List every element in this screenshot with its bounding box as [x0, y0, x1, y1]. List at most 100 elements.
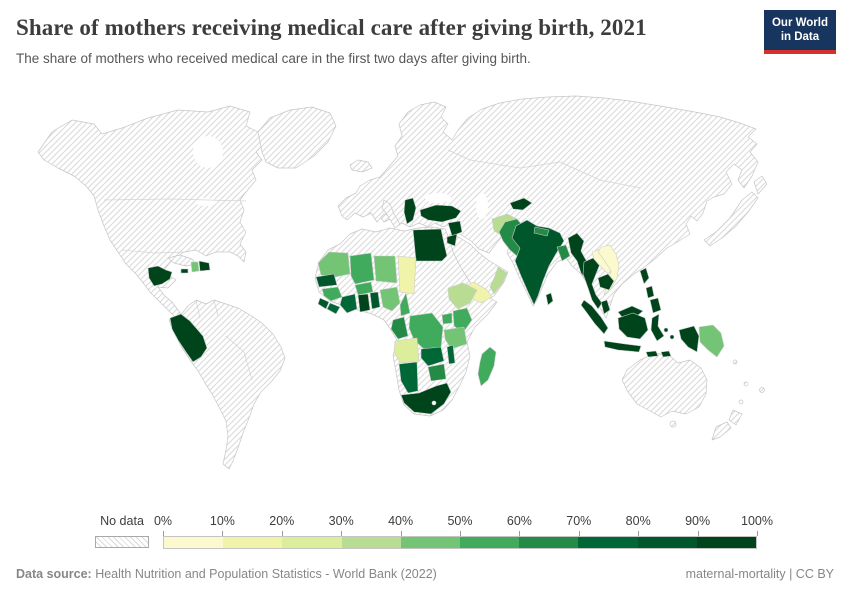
landmass-new-zealand-north	[728, 409, 743, 426]
country-cambodia[interactable]	[597, 273, 615, 291]
country-liberia[interactable]	[326, 302, 341, 315]
country-namibia[interactable]	[398, 361, 419, 394]
country-papua-new-guinea[interactable]	[698, 324, 725, 358]
country-south-africa[interactable]	[400, 382, 452, 415]
landmass-australia	[621, 352, 708, 418]
country-niger[interactable]	[373, 255, 398, 284]
country-malawi[interactable]	[446, 344, 456, 365]
data-source-label: Data source:	[16, 567, 92, 581]
country-kenya[interactable]	[452, 307, 473, 334]
country-jordan[interactable]	[446, 233, 458, 247]
legend-tick-mark	[163, 531, 164, 536]
country-philippines[interactable]	[645, 285, 655, 299]
great-lakes	[195, 198, 217, 206]
footer-license-link[interactable]: maternal-mortality | CC BY	[685, 567, 834, 581]
legend-tick-mark	[281, 531, 283, 536]
country-angola[interactable]	[393, 337, 420, 364]
country-indonesia[interactable]	[580, 299, 609, 335]
legend-tick-label: 70%	[566, 514, 592, 528]
country-jamaica[interactable]	[180, 268, 189, 274]
country-ethiopia[interactable]	[447, 282, 478, 310]
country-ghana[interactable]	[357, 293, 371, 313]
country-lesotho-hole	[431, 400, 437, 406]
country-peru[interactable]	[169, 313, 208, 363]
country-guatemala-honduras[interactable]	[147, 265, 173, 287]
legend-tick-mark	[460, 531, 461, 536]
legend-tick-label: 20%	[269, 514, 295, 528]
country-tanzania[interactable]	[443, 326, 468, 350]
legend-bin-20-30[interactable]	[282, 537, 342, 548]
country-indonesia[interactable]	[663, 327, 669, 333]
country-indonesia[interactable]	[645, 350, 659, 358]
country-bangladesh[interactable]	[556, 244, 571, 262]
country-dominican-republic[interactable]	[198, 260, 211, 272]
country-mali[interactable]	[349, 252, 375, 285]
country-sri-lanka[interactable]	[545, 292, 554, 306]
country-haiti[interactable]	[190, 261, 200, 273]
country-vietnam[interactable]	[597, 244, 620, 296]
landmass-italy	[381, 199, 401, 229]
country-zambia[interactable]	[420, 346, 445, 367]
country-mauritania[interactable]	[317, 251, 351, 278]
country-indonesia[interactable]	[669, 334, 675, 340]
country-burkina-faso[interactable]	[354, 281, 374, 296]
country-madagascar[interactable]	[477, 346, 497, 387]
country-guinea[interactable]	[321, 286, 343, 302]
country-indonesia[interactable]	[660, 350, 672, 358]
legend-bin-50-60[interactable]	[460, 537, 520, 548]
country-philippines[interactable]	[639, 267, 650, 285]
country-indonesia[interactable]	[650, 313, 665, 342]
landmass-japan-hokkaido	[753, 175, 768, 195]
country-turkey[interactable]	[419, 204, 462, 223]
country-indonesia[interactable]	[603, 340, 642, 353]
legend-bin-90-100[interactable]	[696, 537, 757, 548]
country-chad[interactable]	[397, 255, 417, 295]
chart-footer: Data source: Health Nutrition and Popula…	[16, 567, 834, 581]
legend-tick-mark	[757, 531, 758, 536]
country-tajikistan[interactable]	[509, 197, 533, 211]
hudson-bay	[193, 136, 223, 168]
country-cameroon[interactable]	[399, 292, 411, 317]
country-senegal[interactable]	[315, 273, 338, 288]
country-nepal[interactable]	[533, 226, 550, 237]
country-syria[interactable]	[447, 220, 463, 237]
country-nigeria[interactable]	[379, 286, 401, 312]
legend-tick-mark	[697, 531, 699, 536]
country-gabon-congo[interactable]	[390, 316, 409, 340]
owid-logo[interactable]: Our World in Data	[763, 10, 836, 54]
legend-bin-40-50[interactable]	[400, 537, 461, 548]
country-oman[interactable]	[489, 266, 508, 295]
legend-bin-10-20[interactable]	[223, 537, 283, 548]
data-source-text: Health Nutrition and Population Statisti…	[91, 567, 437, 581]
country-sierra-leone[interactable]	[317, 297, 330, 310]
country-india[interactable]	[511, 219, 565, 306]
legend-tick-label: 10%	[209, 514, 235, 528]
country-indonesia-west-papua[interactable]	[678, 325, 700, 353]
legend-no-data-swatch[interactable]	[95, 536, 149, 548]
landmass-tasmania	[669, 420, 677, 428]
legend-bin-30-40[interactable]	[341, 537, 401, 548]
legend-no-data[interactable]: No data	[95, 514, 149, 548]
legend-bin-70-80[interactable]	[578, 537, 638, 548]
country-cote-divoire[interactable]	[339, 293, 358, 314]
country-uganda[interactable]	[441, 312, 453, 325]
country-zimbabwe[interactable]	[427, 363, 447, 382]
legend-tick-mark	[222, 531, 224, 536]
legend-tick-label: 80%	[625, 514, 651, 528]
country-indonesia[interactable]	[617, 312, 649, 340]
country-malaysia[interactable]	[600, 299, 611, 315]
landmass-pacific-island-2	[743, 381, 749, 387]
country-serbia-albania[interactable]	[403, 197, 417, 225]
country-togo-benin[interactable]	[369, 291, 381, 310]
legend-bin-0-10[interactable]	[164, 537, 224, 548]
legend-tick-label: 0%	[153, 514, 173, 528]
country-egypt[interactable]	[412, 228, 448, 262]
country-philippines[interactable]	[649, 297, 662, 314]
owid-logo-line2: in Data	[780, 31, 820, 44]
page-subtitle: The share of mothers who received medica…	[16, 50, 531, 66]
legend-bin-80-90[interactable]	[637, 537, 697, 548]
border-us-mexico	[121, 249, 187, 254]
black-sea	[425, 193, 451, 203]
legend-bin-60-70[interactable]	[519, 537, 579, 548]
